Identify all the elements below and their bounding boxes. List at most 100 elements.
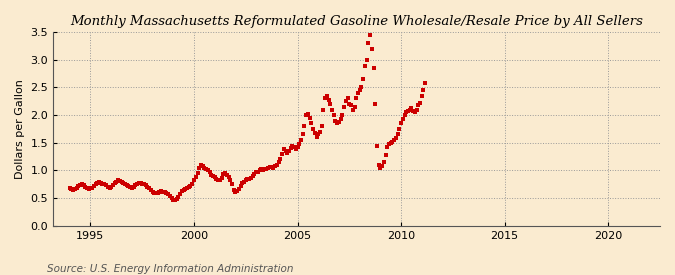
Point bbox=[333, 120, 344, 124]
Point bbox=[175, 192, 186, 196]
Point bbox=[277, 152, 288, 156]
Point bbox=[221, 173, 232, 177]
Point bbox=[287, 143, 298, 148]
Point bbox=[404, 107, 415, 112]
Point bbox=[95, 180, 106, 185]
Point bbox=[230, 189, 241, 194]
Point bbox=[364, 32, 375, 37]
Point bbox=[211, 177, 222, 181]
Point bbox=[151, 191, 161, 196]
Point bbox=[204, 170, 215, 174]
Point bbox=[320, 96, 331, 101]
Point bbox=[80, 185, 90, 189]
Point bbox=[228, 188, 239, 192]
Point bbox=[296, 138, 306, 142]
Point bbox=[86, 185, 97, 190]
Point bbox=[90, 182, 101, 186]
Point bbox=[382, 145, 393, 149]
Point bbox=[235, 184, 246, 188]
Point bbox=[266, 165, 277, 169]
Point bbox=[94, 179, 105, 184]
Y-axis label: Dollars per Gallon: Dollars per Gallon bbox=[15, 79, 25, 179]
Point bbox=[379, 160, 389, 164]
Point bbox=[218, 172, 229, 177]
Point bbox=[147, 189, 158, 194]
Point bbox=[202, 168, 213, 173]
Point bbox=[389, 138, 400, 142]
Point bbox=[148, 191, 159, 195]
Point bbox=[239, 179, 250, 184]
Point bbox=[308, 127, 319, 131]
Point bbox=[278, 147, 289, 152]
Point bbox=[132, 182, 142, 186]
Point bbox=[361, 57, 372, 62]
Point bbox=[144, 186, 155, 190]
Point bbox=[373, 163, 384, 167]
Point bbox=[130, 183, 141, 188]
Point bbox=[418, 88, 429, 92]
Point bbox=[402, 108, 413, 113]
Point bbox=[254, 168, 265, 173]
Point bbox=[190, 175, 201, 179]
Point bbox=[192, 171, 203, 175]
Point bbox=[313, 132, 324, 137]
Point bbox=[351, 96, 362, 101]
Point bbox=[66, 186, 77, 191]
Point bbox=[166, 196, 177, 200]
Point bbox=[270, 164, 281, 168]
Point bbox=[138, 182, 149, 186]
Point bbox=[252, 169, 263, 174]
Point bbox=[408, 108, 418, 113]
Point bbox=[92, 180, 103, 185]
Point bbox=[206, 173, 217, 177]
Point bbox=[209, 175, 220, 179]
Point bbox=[411, 107, 422, 112]
Point bbox=[78, 183, 89, 188]
Point bbox=[259, 167, 270, 172]
Point bbox=[349, 104, 360, 109]
Point bbox=[234, 186, 244, 191]
Point bbox=[348, 107, 358, 112]
Point bbox=[356, 85, 367, 90]
Point bbox=[258, 168, 269, 173]
Point bbox=[323, 97, 334, 102]
Point bbox=[250, 170, 261, 174]
Point bbox=[227, 182, 238, 186]
Point bbox=[280, 149, 291, 153]
Point bbox=[330, 119, 341, 123]
Point bbox=[169, 198, 180, 203]
Point bbox=[200, 167, 211, 172]
Text: Source: U.S. Energy Information Administration: Source: U.S. Energy Information Administ… bbox=[47, 264, 294, 274]
Point bbox=[137, 182, 148, 186]
Point bbox=[416, 94, 427, 98]
Point bbox=[344, 102, 355, 106]
Point bbox=[125, 185, 136, 189]
Point bbox=[135, 180, 146, 185]
Point bbox=[71, 185, 82, 190]
Point bbox=[215, 178, 225, 182]
Point bbox=[380, 153, 391, 157]
Point bbox=[420, 81, 431, 85]
Point bbox=[182, 186, 192, 190]
Point bbox=[292, 145, 303, 149]
Point bbox=[327, 107, 338, 112]
Point bbox=[159, 190, 170, 194]
Point bbox=[339, 104, 350, 109]
Point bbox=[240, 178, 251, 183]
Point bbox=[284, 149, 294, 153]
Point bbox=[101, 183, 111, 188]
Point bbox=[414, 101, 425, 105]
Point bbox=[371, 143, 382, 148]
Point bbox=[196, 163, 207, 167]
Point bbox=[128, 185, 139, 189]
Point bbox=[171, 197, 182, 202]
Point bbox=[249, 172, 260, 177]
Point bbox=[84, 186, 95, 191]
Point bbox=[311, 135, 322, 139]
Point bbox=[340, 99, 351, 103]
Point bbox=[263, 166, 273, 170]
Point bbox=[123, 184, 134, 188]
Point bbox=[265, 164, 275, 169]
Point bbox=[122, 183, 132, 187]
Point bbox=[117, 180, 128, 185]
